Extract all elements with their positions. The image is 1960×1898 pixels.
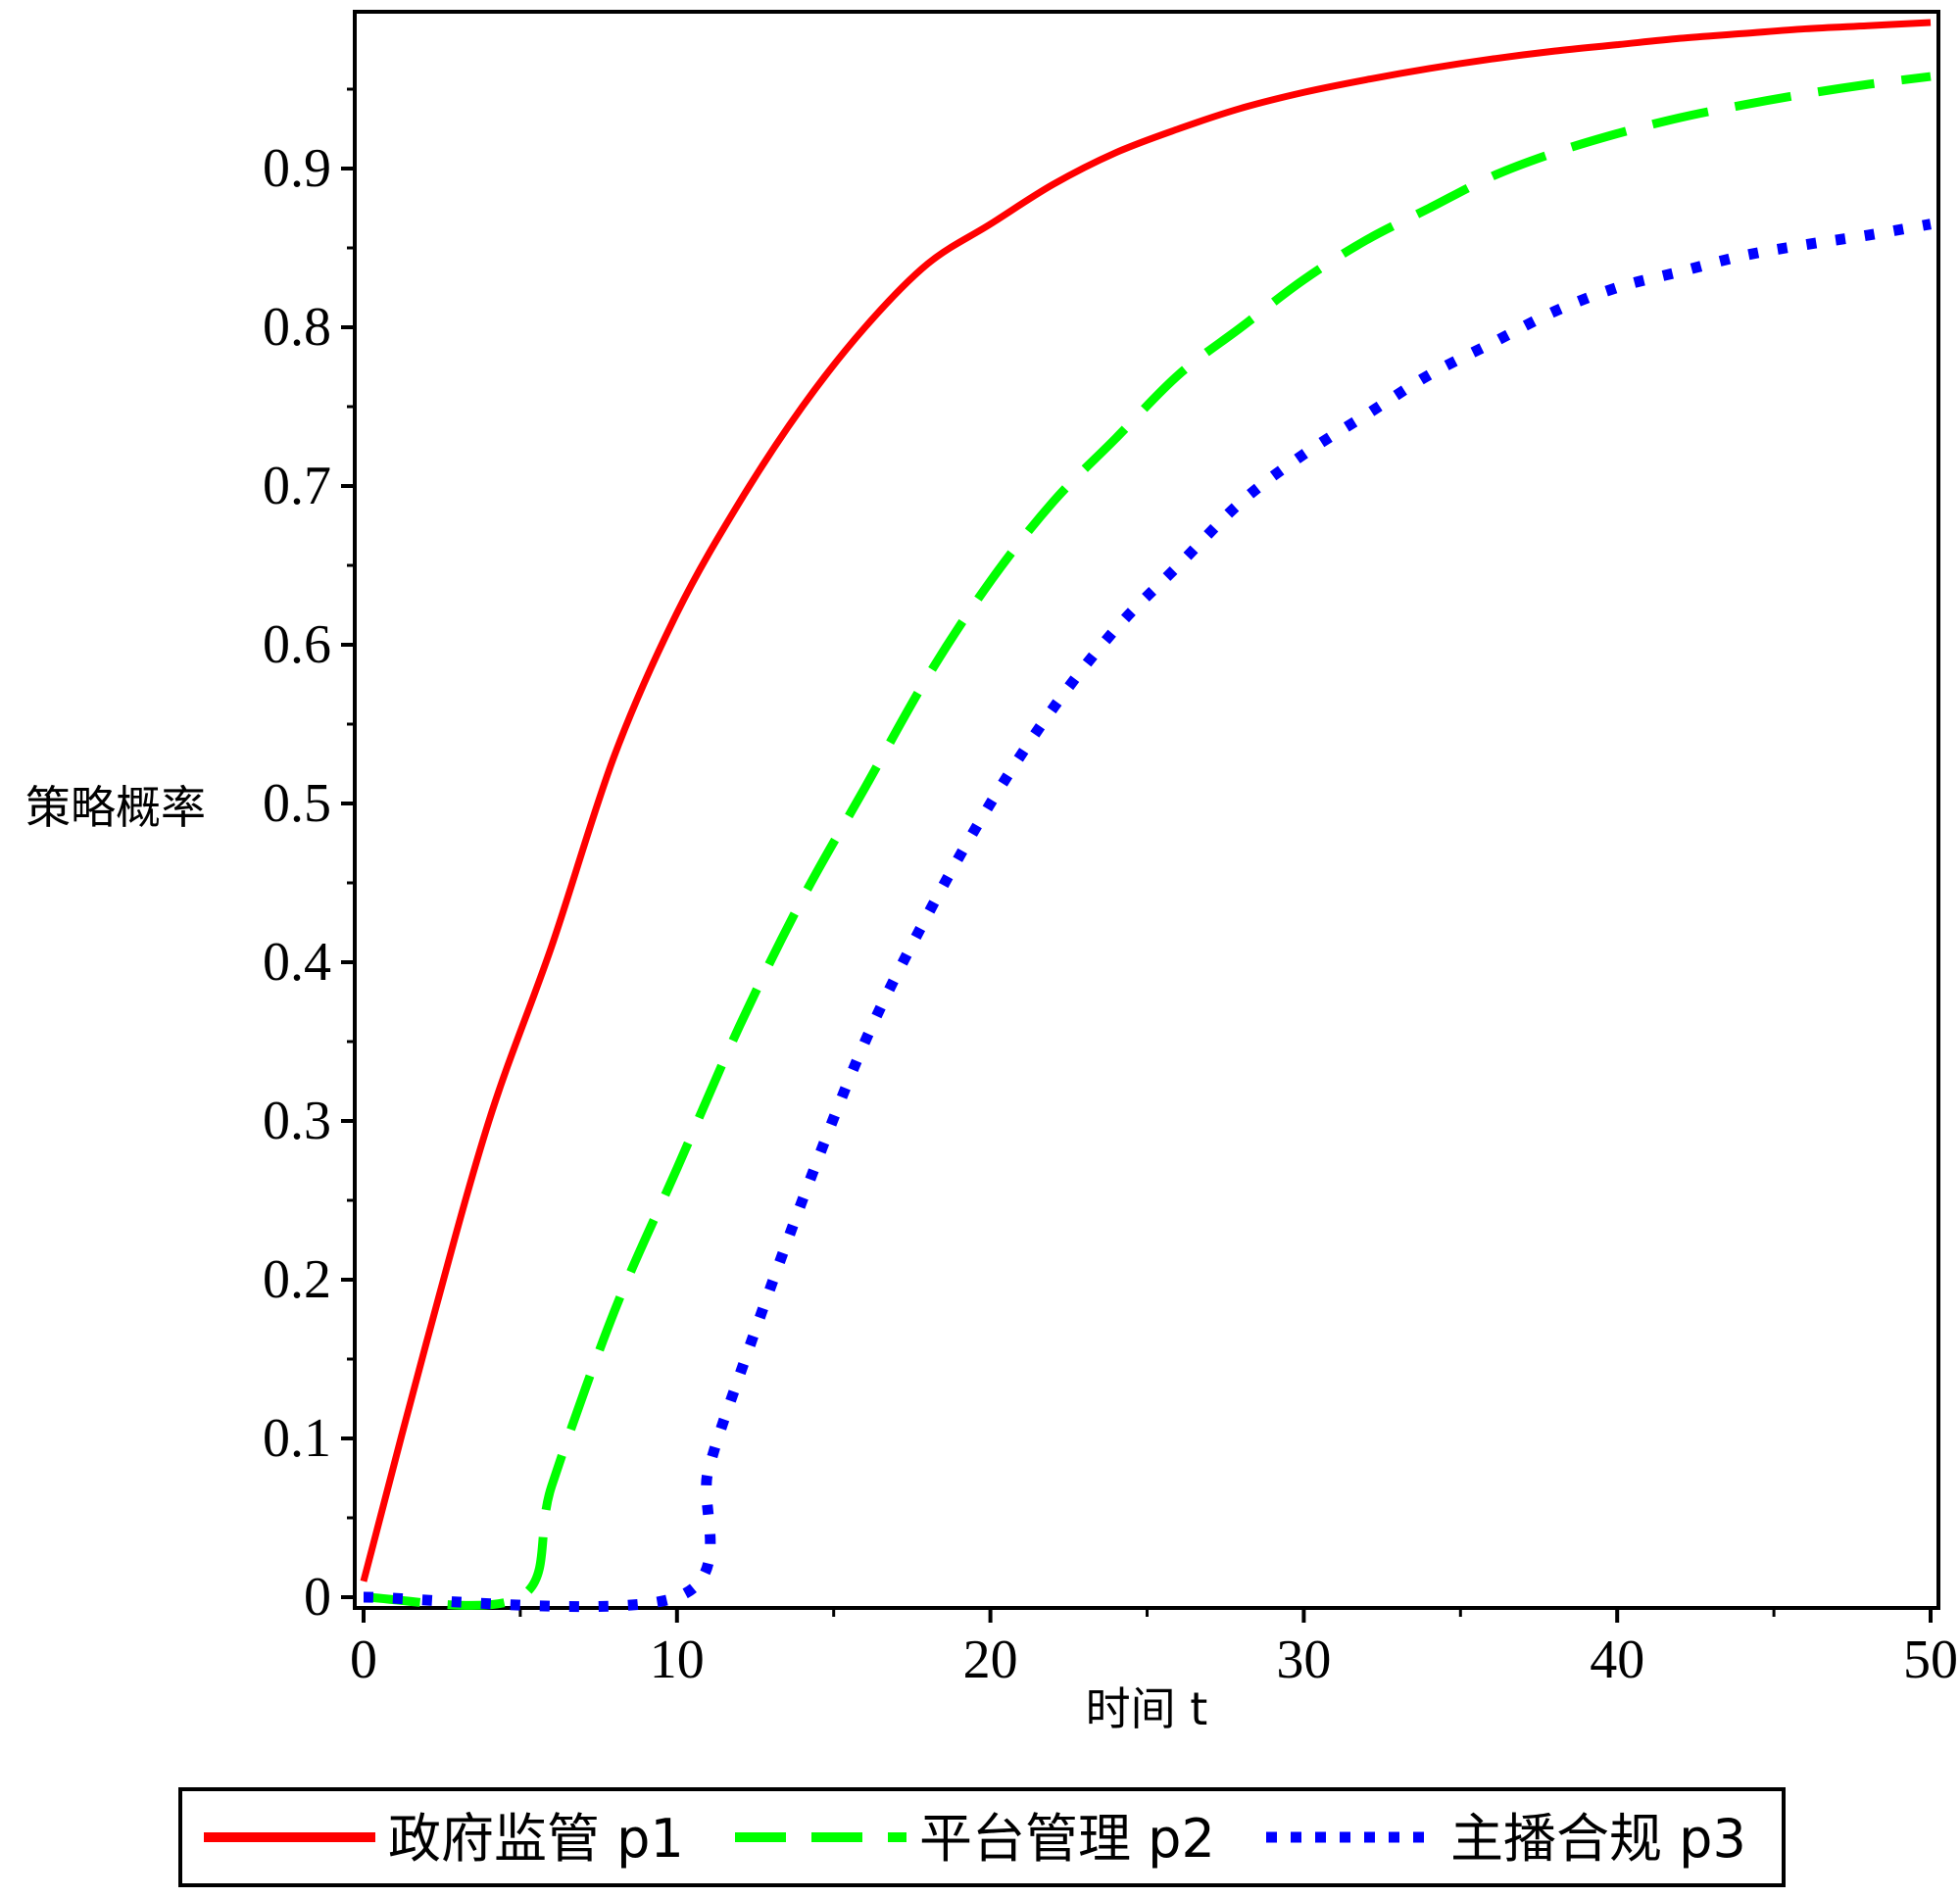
series-line-p3 <box>363 219 1932 1613</box>
y-tick-label: 0.8 <box>263 297 331 358</box>
y-tick-label: 0.2 <box>263 1249 331 1310</box>
y-tick-label: 0 <box>304 1567 331 1628</box>
legend-label-p3: 主播合规 p3 <box>1450 1808 1746 1870</box>
y-tick-label: 0.7 <box>263 456 331 516</box>
y-axis-label: 策略概率 <box>25 781 206 834</box>
series-layer <box>360 19 1932 1613</box>
y-tick-label: 0.1 <box>263 1408 331 1469</box>
y-tick-label: 0.5 <box>263 773 331 834</box>
legend-label-p1: 政府监管 p1 <box>388 1808 684 1870</box>
y-tick-label: 0.6 <box>263 614 331 675</box>
series-line-p1 <box>360 19 1932 1582</box>
y-tick-label: 0.4 <box>263 932 331 993</box>
legend: 政府监管 p1 平台管理 p2 主播合规 p3 <box>178 1787 1786 1887</box>
x-tick-label: 20 <box>963 1630 1018 1690</box>
legend-box <box>178 1787 1786 1887</box>
x-tick-label: 40 <box>1590 1630 1644 1690</box>
legend-label-p2: 平台管理 p2 <box>919 1808 1215 1870</box>
x-tick-label: 10 <box>650 1630 705 1690</box>
x-axis-ticks: 0 10 20 30 40 50 <box>350 1608 1958 1690</box>
x-tick-label: 30 <box>1276 1630 1331 1690</box>
x-tick-label: 50 <box>1903 1630 1958 1690</box>
y-tick-label: 0.9 <box>263 138 331 199</box>
x-axis-label: 时间 t <box>1086 1682 1208 1735</box>
x-tick-label: 0 <box>350 1630 377 1690</box>
series-line-p2 <box>363 72 1932 1610</box>
y-axis-ticks: 0 0.1 0.2 0.3 0.4 0.5 0.6 0.7 0.8 0.9 <box>263 87 355 1628</box>
y-tick-label: 0.3 <box>263 1091 331 1151</box>
